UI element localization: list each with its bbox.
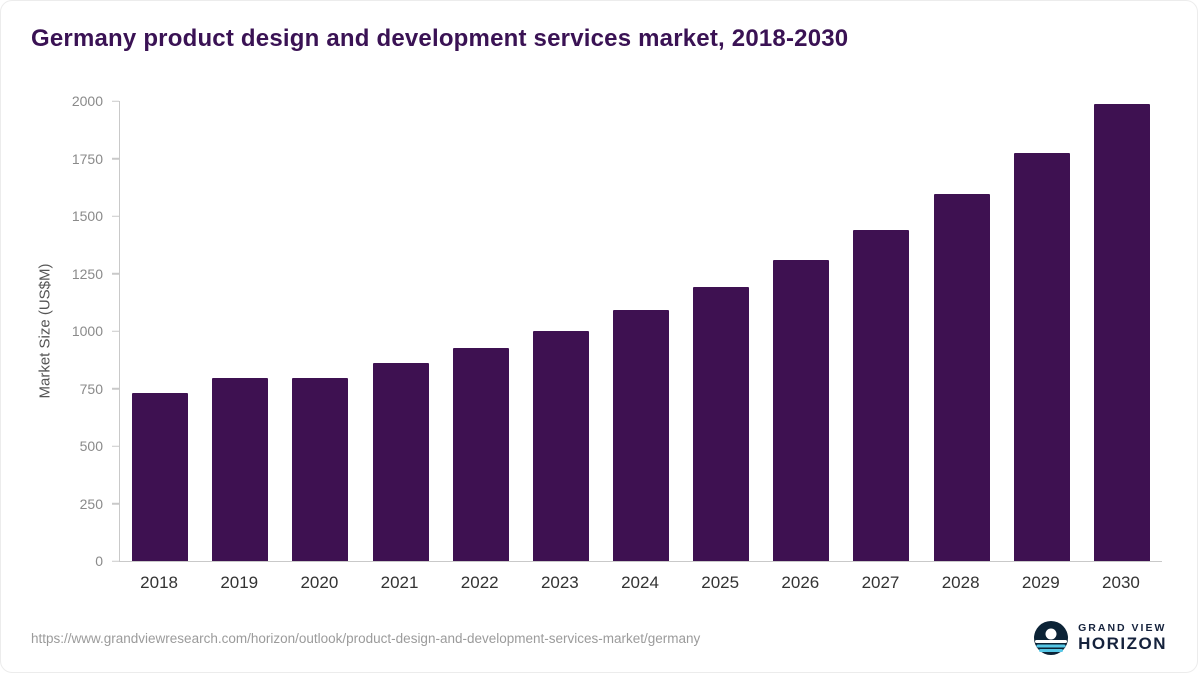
bar-slot [441, 101, 521, 561]
logo-product-name: HORIZON [1078, 634, 1167, 654]
bar-2020[interactable] [292, 378, 349, 561]
y-tick-mark [112, 157, 119, 160]
bar-slot [521, 101, 601, 561]
bar-slot [922, 101, 1002, 561]
y-tick-label: 0 [95, 553, 103, 569]
bar-2028[interactable] [933, 194, 990, 561]
y-tick-mark [112, 502, 119, 505]
x-axis-label: 2018 [140, 573, 178, 592]
bar-2023[interactable] [532, 331, 589, 561]
x-axis-label: 2023 [540, 573, 579, 592]
bar-2025[interactable] [693, 287, 750, 561]
y-tick-mark [112, 215, 119, 217]
logo-brand-name: GRAND VIEW [1078, 622, 1167, 635]
chart-title: Germany product design and development s… [31, 25, 849, 52]
bar-2024[interactable] [613, 310, 670, 561]
y-tick-mark [112, 560, 119, 562]
plot-area [119, 101, 1162, 562]
bar-slot [360, 101, 440, 561]
bar-slot [200, 101, 280, 561]
bar-2029[interactable] [1013, 152, 1070, 561]
bar-2021[interactable] [372, 363, 429, 561]
bar-slot [120, 101, 200, 561]
x-axis-label: 2025 [701, 573, 740, 592]
y-tick-label: 1750 [71, 150, 103, 167]
x-axis-label: 2027 [861, 573, 900, 592]
bar-slot [841, 101, 921, 561]
y-axis-ticks: 0 250 500 750 1000 1250 1500 1750 2000 [1, 93, 119, 569]
bar-slot [761, 101, 841, 561]
source-url: https://www.grandviewresearch.com/horizo… [31, 630, 701, 646]
grand-view-horizon-logo: GRAND VIEW HORIZON [1033, 620, 1167, 656]
bar-2030[interactable] [1093, 104, 1150, 561]
x-axis-label: 2029 [1021, 573, 1060, 592]
bar-slot [1082, 101, 1162, 561]
x-axis-label: 2020 [300, 573, 339, 592]
logo-text: GRAND VIEW HORIZON [1078, 622, 1167, 654]
x-axis-labels: 2018 2019 2020 2021 2022 2023 2024 2025 2026 2027… [119, 563, 1161, 593]
horizon-sun-over-water-icon [1034, 621, 1069, 655]
y-tick-mark [112, 100, 119, 102]
y-tick-label: 1500 [71, 208, 103, 224]
y-tick-label: 250 [79, 495, 103, 512]
y-tick-label: 2000 [71, 93, 103, 109]
x-axis-label: 2022 [460, 573, 499, 592]
bar-slot [601, 101, 681, 561]
y-tick-mark [112, 445, 119, 447]
bar-2026[interactable] [773, 259, 830, 561]
x-axis-label: 2028 [941, 573, 980, 592]
bar-2019[interactable] [212, 378, 269, 561]
x-axis-label: 2024 [621, 573, 659, 592]
y-tick-mark [112, 272, 119, 275]
bar-slot [280, 101, 360, 561]
footer: https://www.grandviewresearch.com/horizo… [31, 620, 1167, 656]
x-axis-label: 2026 [781, 573, 820, 592]
bar-2018[interactable] [132, 393, 189, 561]
bar-slot [1002, 101, 1082, 561]
y-tick-label: 1250 [71, 265, 103, 282]
x-axis-label: 2019 [220, 573, 259, 592]
bar-slot [681, 101, 761, 561]
bar-2022[interactable] [452, 348, 509, 561]
y-tick-label: 750 [79, 380, 103, 397]
y-tick-label: 1000 [71, 323, 103, 339]
y-tick-mark [112, 387, 119, 390]
x-axis-label: 2030 [1102, 573, 1140, 592]
x-axis-label: 2021 [380, 573, 419, 592]
y-tick-label: 500 [79, 438, 103, 454]
bar-2027[interactable] [853, 229, 910, 561]
y-tick-mark [112, 330, 119, 332]
